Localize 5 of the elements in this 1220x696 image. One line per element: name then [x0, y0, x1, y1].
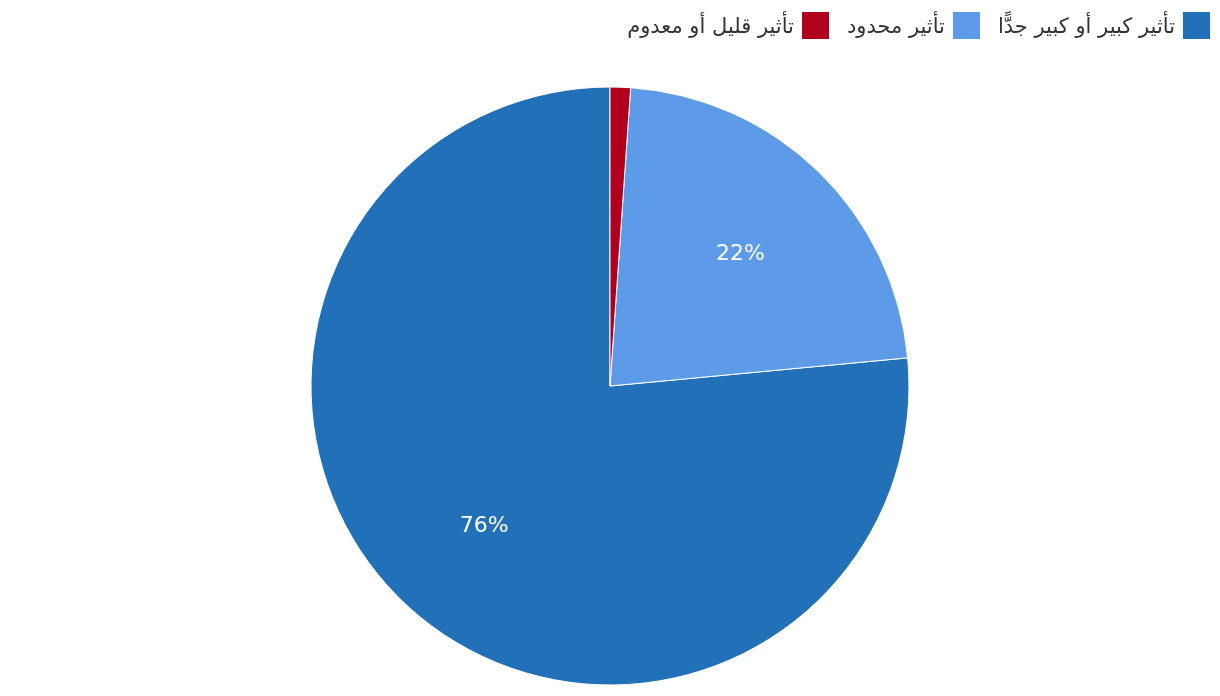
legend-label: تأثير قليل أو معدوم	[627, 13, 794, 38]
data-label: 76%	[459, 511, 509, 537]
data-label: 22%	[716, 239, 765, 265]
legend-label: تأثير محدود	[846, 13, 945, 38]
legend-label: تأثير كبير أو كبير جدًّا	[997, 13, 1175, 38]
